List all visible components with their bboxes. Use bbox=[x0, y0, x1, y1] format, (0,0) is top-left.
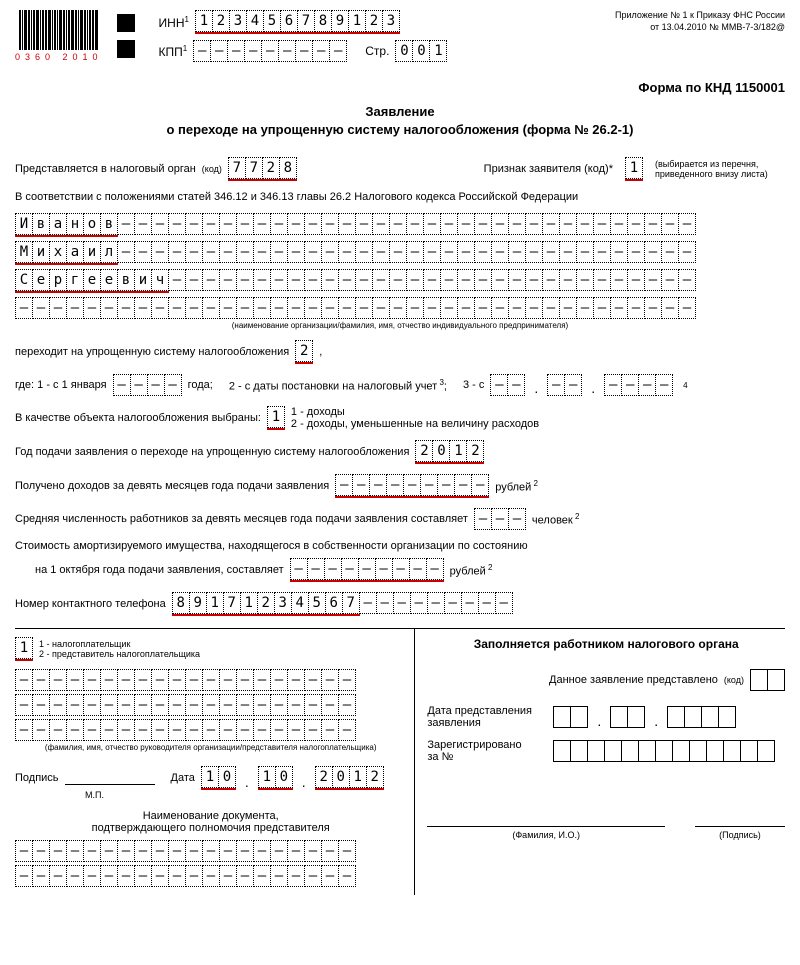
amort-cells[interactable]: ––––––––– bbox=[290, 558, 444, 582]
from-date-d[interactable]: –– bbox=[490, 374, 525, 396]
signature-label: Подпись bbox=[15, 772, 59, 784]
income-row: Получено доходов за девять месяцев года … bbox=[15, 474, 785, 498]
worker-fio-line[interactable] bbox=[427, 813, 665, 827]
name-row-4[interactable]: –––––––––––––––––––––––––––––––––––––––– bbox=[15, 297, 696, 319]
income-cells[interactable]: ––––––––– bbox=[335, 474, 489, 498]
worker-sig-label: (Подпись) bbox=[695, 830, 785, 840]
from-year[interactable]: –––– bbox=[113, 374, 182, 396]
date-m[interactable]: 10 bbox=[258, 766, 293, 790]
appendix-note: Приложение № 1 к Приказу ФНС России от 1… bbox=[610, 10, 785, 33]
doc-row-1[interactable]: –––––––––––––––––––– bbox=[15, 840, 356, 862]
barcode: 0360 2010 bbox=[15, 10, 103, 62]
reg-no[interactable] bbox=[553, 740, 775, 762]
applicant-code[interactable]: 1 bbox=[625, 157, 643, 181]
header-row: 0360 2010 ИНН1 123456789123 КПП1 –––––––… bbox=[15, 10, 785, 62]
signature-line[interactable] bbox=[65, 771, 155, 785]
page-cells: 001 bbox=[395, 40, 447, 62]
pd-y[interactable] bbox=[667, 706, 736, 728]
kpp-cells[interactable]: ––––––––– bbox=[193, 40, 347, 62]
year-submit-row: Год подачи заявления о переходе на упрощ… bbox=[15, 440, 785, 464]
role-code[interactable]: 1 bbox=[15, 637, 33, 661]
registered-label: Зарегистрировано bbox=[427, 739, 547, 751]
doc-name-label-2: подтверждающего полномочия представителя bbox=[15, 822, 406, 834]
emp-row: Средняя численность работников за девять… bbox=[15, 508, 785, 530]
page-label: Стр. bbox=[365, 44, 389, 58]
applicant-sign-label: Признак заявителя (код)* bbox=[484, 163, 613, 175]
mp-label: М.П. bbox=[85, 790, 406, 800]
tax-worker-block: Заполняется работником налогового органа… bbox=[415, 629, 785, 895]
pd-m[interactable] bbox=[610, 706, 645, 728]
worker-title: Заполняется работником налогового органа bbox=[427, 637, 785, 651]
doc-name-label: Наименование документа, bbox=[15, 810, 406, 822]
amort-row: на 1 октября года подачи заявления, сост… bbox=[35, 558, 785, 582]
where-row: где: 1 - с 1 января –––– года; 2 - с дат… bbox=[15, 374, 785, 396]
submitted-code[interactable] bbox=[750, 669, 785, 691]
surname-row[interactable]: Иванов–––––––––––––––––––––––––––––––––– bbox=[15, 213, 696, 237]
date-y[interactable]: 2012 bbox=[315, 766, 384, 790]
date-d[interactable]: 10 bbox=[201, 766, 236, 790]
amort-text: Стоимость амортизируемого имущества, нах… bbox=[15, 540, 785, 552]
inn-label: ИНН1 bbox=[159, 15, 189, 30]
patronymic-row[interactable]: Сергеевич––––––––––––––––––––––––––––––– bbox=[15, 269, 696, 293]
object-code[interactable]: 1 bbox=[267, 406, 285, 430]
form-code: Форма по КНД 1150001 bbox=[15, 80, 785, 95]
pd-d[interactable] bbox=[553, 706, 588, 728]
title: Заявление о переходе на упрощенную систе… bbox=[15, 103, 785, 139]
phone-row: Номер контактного телефона 89171234567––… bbox=[15, 592, 785, 616]
tax-org-code[interactable]: 7728 bbox=[228, 157, 297, 181]
object-row: В качестве объекта налогообложения выбра… bbox=[15, 406, 785, 430]
present-date-label: Дата представления заявления bbox=[427, 705, 547, 729]
name-row[interactable]: Михаил–––––––––––––––––––––––––––––––––– bbox=[15, 241, 696, 265]
inn-cells[interactable]: 123456789123 bbox=[195, 10, 400, 34]
submit-row: Представляется в налоговый орган (код) 7… bbox=[15, 157, 785, 181]
phone-cells[interactable]: 89171234567––––––––– bbox=[172, 592, 513, 616]
year-cells[interactable]: 2012 bbox=[415, 440, 484, 464]
signer-block: 1 1 - налогоплательщик 2 - представитель… bbox=[15, 629, 415, 895]
worker-sig-line[interactable] bbox=[695, 813, 785, 827]
date-label: Дата bbox=[171, 772, 195, 784]
accordance-text: В соответствии с положениями статей 346.… bbox=[15, 191, 785, 203]
applicant-hint: (выбирается из перечня, приведенного вни… bbox=[655, 159, 785, 179]
rep-row-2[interactable]: –––––––––––––––––––– bbox=[15, 694, 356, 716]
rep-row-1[interactable]: –––––––––––––––––––– bbox=[15, 669, 356, 691]
app-submitted-label: Данное заявление представлено bbox=[549, 674, 718, 686]
from-date-m[interactable]: –– bbox=[547, 374, 582, 396]
from-date-y[interactable]: –––– bbox=[604, 374, 673, 396]
worker-fio-label: (Фамилия, И.О.) bbox=[427, 830, 665, 840]
rep-row-3[interactable]: –––––––––––––––––––– bbox=[15, 719, 356, 741]
transition-row: переходит на упрощенную систему налогооб… bbox=[15, 340, 785, 364]
kpp-label: КПП1 bbox=[159, 44, 188, 59]
emp-cells[interactable]: ––– bbox=[474, 508, 526, 530]
fio-note: (фамилия, имя, отчество руководителя орг… bbox=[15, 743, 406, 752]
transition-code[interactable]: 2 bbox=[295, 340, 313, 364]
marker-squares bbox=[113, 10, 139, 62]
doc-row-2[interactable]: –––––––––––––––––––– bbox=[15, 865, 356, 887]
barcode-number: 0360 2010 bbox=[15, 52, 103, 62]
name-note: (наименование организации/фамилия, имя, … bbox=[15, 321, 785, 330]
